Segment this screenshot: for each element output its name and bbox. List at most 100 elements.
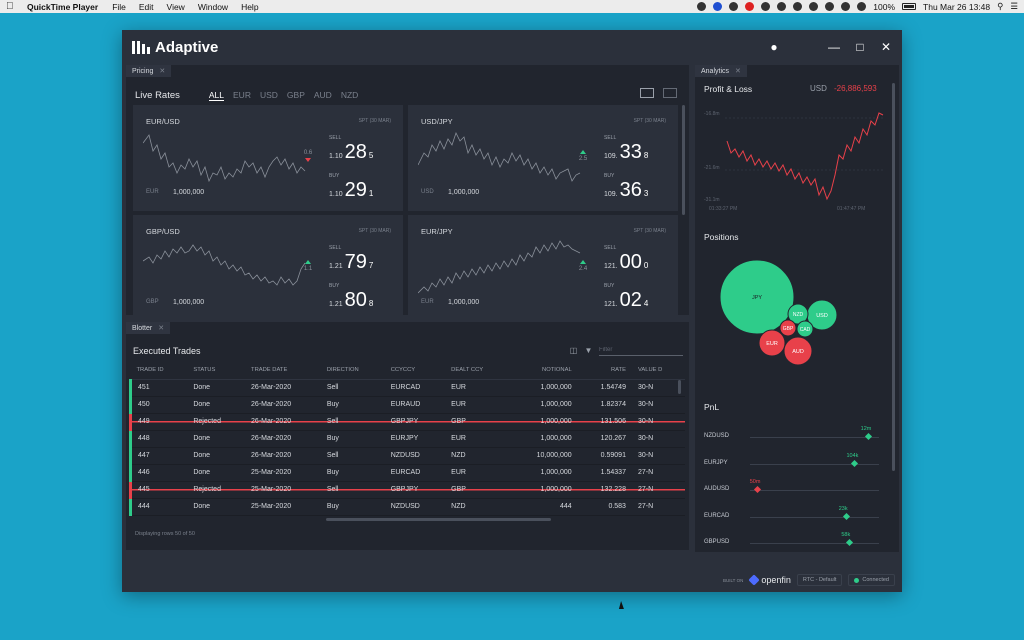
chart-view-icon[interactable]: [640, 88, 654, 98]
airplay-icon[interactable]: [793, 2, 803, 11]
menu-view[interactable]: View: [166, 1, 185, 12]
filter-all[interactable]: ALL: [208, 90, 225, 101]
umbrella-icon[interactable]: [777, 2, 787, 11]
table-row[interactable]: 447 Done 26-Mar-2020 Sell NZDUSD NZD 10,000,00…: [129, 447, 685, 465]
buy-button[interactable]: BUY 121. 02 4: [604, 283, 674, 312]
buy-button[interactable]: BUY 1.10 29 1: [329, 173, 399, 202]
sell-button[interactable]: SELL 121. 00 0: [604, 245, 674, 274]
col-status[interactable]: STATUS: [187, 362, 246, 380]
live-rates-title: Live Rates: [135, 90, 180, 101]
bubble-eur[interactable]: [758, 329, 786, 357]
title-bar[interactable]: Adaptive ● — □ ✕: [122, 30, 902, 64]
filter-eur[interactable]: EUR: [233, 90, 251, 100]
menu-window[interactable]: Window: [197, 1, 229, 12]
volume-icon[interactable]: [857, 2, 867, 11]
close-tab-icon[interactable]: ✕: [735, 68, 741, 75]
sell-label: SELL: [329, 135, 342, 141]
col-dealt-ccy[interactable]: DEALT CCY: [445, 362, 510, 380]
minimize-icon[interactable]: —: [828, 40, 840, 54]
filter-aud[interactable]: AUD: [313, 90, 332, 100]
sell-button[interactable]: SELL 109. 33 8: [604, 135, 674, 164]
bubble-gbp[interactable]: [779, 319, 797, 337]
pnl-marker-icon[interactable]: [754, 485, 762, 494]
sell-button[interactable]: SELL 1.21 79 7: [329, 245, 399, 274]
blotter-scrollbar[interactable]: [678, 380, 681, 394]
filter-input[interactable]: [599, 345, 683, 356]
table-row[interactable]: 445 Rejected 25-Mar-2020 Sell GBPJPY GBP 1,000…: [129, 481, 685, 499]
table-row[interactable]: 449 Rejected 26-Mar-2020 Sell GBPJPY GBP 1,000…: [129, 413, 685, 431]
notional-input[interactable]: 1,000,000: [173, 189, 205, 196]
table-row[interactable]: 450 Done 26-Mar-2020 Buy EURAUD EUR 1,000,000 1…: [129, 396, 685, 414]
app-status-icon[interactable]: [729, 2, 739, 11]
pnl-marker-icon[interactable]: [865, 432, 873, 441]
pnl-marker-icon[interactable]: [843, 512, 851, 520]
pnl-marker-icon[interactable]: [850, 459, 859, 467]
export-icon[interactable]: ◫: [569, 346, 578, 355]
bubble-aud[interactable]: [783, 336, 813, 366]
tab-pricing[interactable]: Pricing ✕: [126, 65, 172, 77]
spotlight-icon[interactable]: ⚲: [997, 1, 1004, 11]
filter-gbp[interactable]: GBP: [286, 90, 305, 100]
tab-blotter[interactable]: Blotter ✕: [126, 322, 171, 334]
pricing-scrollbar[interactable]: [682, 105, 685, 215]
analytics-panel: Analytics ✕ Profit & Loss USD -26,886,593…: [695, 65, 899, 552]
app-menu[interactable]: QuickTime Player: [27, 1, 99, 12]
filter-usd[interactable]: USD: [259, 90, 278, 100]
buy-fraction: 8: [368, 299, 374, 308]
adaptive-logo-icon: [132, 40, 150, 54]
tab-analytics[interactable]: Analytics ✕: [695, 65, 747, 77]
col-ccyccy[interactable]: CCYCCY: [384, 362, 446, 380]
col-notional[interactable]: NOTIONAL: [509, 362, 578, 380]
analytics-scrollbar[interactable]: [892, 83, 895, 471]
close-icon[interactable]: ✕: [880, 40, 892, 54]
col-rate[interactable]: RATE: [577, 362, 632, 380]
sell-button[interactable]: SELL 1.10 28 5: [329, 135, 399, 164]
apple-menu-icon[interactable]: : [6, 1, 15, 12]
col-trade-id[interactable]: TRADE ID: [130, 362, 188, 380]
elephant-icon[interactable]: [761, 2, 771, 11]
buy-button[interactable]: BUY 1.21 80 8: [329, 283, 399, 312]
wifi-icon[interactable]: [825, 2, 835, 11]
menu-edit[interactable]: Edit: [138, 1, 154, 12]
bubble-jpy[interactable]: [719, 259, 795, 335]
connection-status[interactable]: Connected: [848, 574, 895, 586]
cell-direction: Sell: [320, 379, 385, 397]
buy-button[interactable]: BUY 109. 36 3: [604, 173, 674, 202]
menu-file[interactable]: File: [112, 1, 126, 12]
bubble-cad[interactable]: [796, 320, 814, 338]
table-row[interactable]: 451 Done 26-Mar-2020 Sell EURCAD EUR 1,000,000…: [129, 379, 685, 397]
notional-input[interactable]: 1,000,000: [448, 189, 480, 196]
bubble-nzd[interactable]: [787, 303, 809, 325]
menu-help[interactable]: Help: [241, 1, 259, 12]
keyboard-icon[interactable]: [841, 2, 851, 11]
record-icon[interactable]: [697, 2, 707, 11]
openfin-status-icon[interactable]: [713, 2, 723, 11]
close-tab-icon[interactable]: ✕: [159, 68, 166, 75]
filter-nzd[interactable]: NZD: [340, 90, 359, 100]
close-tab-icon[interactable]: ✕: [158, 325, 165, 332]
clipboard-icon[interactable]: [809, 2, 819, 11]
cell-status: Done: [187, 498, 246, 516]
col-trade-date[interactable]: TRADE DATE: [245, 362, 321, 380]
col-value-date[interactable]: VALUE D: [631, 362, 685, 380]
battery-percent[interactable]: 100%: [873, 1, 896, 12]
tile-view-icon[interactable]: [663, 88, 677, 98]
creative-cloud-icon[interactable]: [745, 2, 755, 11]
connection-label: Connected: [862, 577, 889, 583]
table-row[interactable]: 444 Done 25-Mar-2020 Buy NZDUSD NZD 444 0.583 27…: [129, 498, 685, 516]
clock[interactable]: Thu Mar 26 13:48: [923, 1, 991, 12]
table-row[interactable]: 446 Done 25-Mar-2020 Buy EURCAD EUR 1,000,000 1…: [129, 464, 685, 482]
control-center-icon[interactable]: ☰: [1010, 1, 1018, 11]
filter-icon[interactable]: ▼: [584, 346, 593, 355]
environment-badge[interactable]: RTC - Default: [796, 574, 843, 586]
table-row[interactable]: 448 Done 26-Mar-2020 Buy EURJPY EUR 1,000,000 1…: [129, 430, 685, 448]
notional-input[interactable]: 1,000,000: [448, 299, 480, 306]
lightbulb-icon[interactable]: ●: [770, 40, 778, 54]
maximize-icon[interactable]: □: [856, 40, 864, 54]
pnl-marker-icon[interactable]: [845, 538, 853, 547]
notional-input[interactable]: 1,000,000: [173, 299, 205, 306]
col-direction[interactable]: DIRECTION: [320, 362, 385, 380]
battery-icon[interactable]: [902, 3, 917, 10]
blotter-horizontal-scrollbar[interactable]: [326, 518, 551, 521]
movement: 1.1: [301, 260, 315, 272]
